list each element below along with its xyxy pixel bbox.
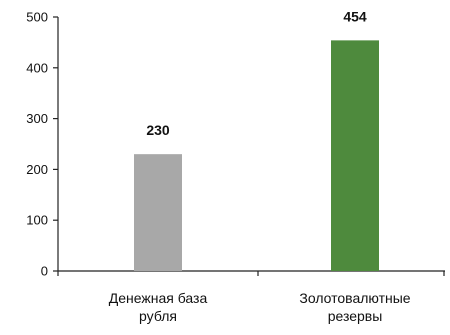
y-tick-label: 100 (26, 213, 48, 228)
data-label: 230 (146, 122, 170, 138)
x-category-label: Золотовалютные (299, 290, 410, 306)
x-category-label: рубля (139, 308, 177, 324)
y-tick-label: 300 (26, 111, 48, 126)
y-tick-label: 0 (41, 264, 48, 279)
x-category-label: Денежная база (109, 290, 208, 306)
bar (134, 154, 182, 271)
y-tick-label: 400 (26, 60, 48, 75)
y-tick-label: 200 (26, 162, 48, 177)
y-tick-label: 500 (26, 10, 48, 25)
x-category-label: резервы (328, 308, 383, 324)
bar (331, 40, 379, 272)
data-label: 454 (343, 8, 367, 24)
